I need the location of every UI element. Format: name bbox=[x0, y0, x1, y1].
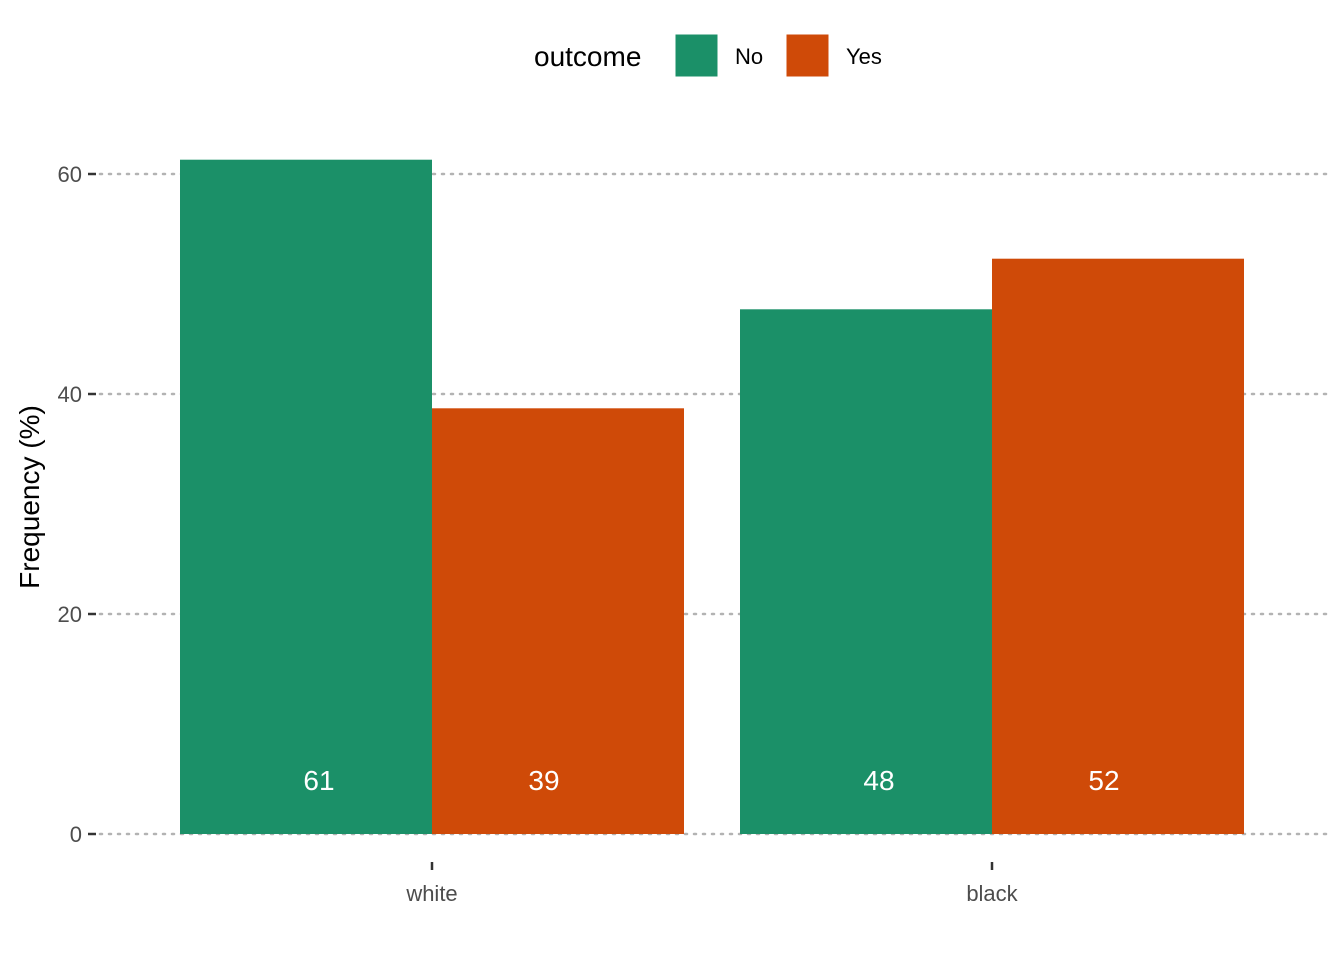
bar-black-no bbox=[740, 309, 992, 834]
legend-label: Yes bbox=[846, 44, 882, 69]
x-tick-label: white bbox=[405, 881, 457, 906]
x-tick-label: black bbox=[966, 881, 1018, 906]
y-tick-label: 0 bbox=[70, 822, 82, 847]
y-tick-label: 60 bbox=[58, 162, 82, 187]
y-tick-label: 40 bbox=[58, 382, 82, 407]
data-label: 39 bbox=[528, 765, 559, 796]
legend-key-yes bbox=[785, 33, 830, 78]
legend-label: No bbox=[735, 44, 763, 69]
data-label: 61 bbox=[303, 765, 334, 796]
x-axis: white black bbox=[405, 862, 1019, 906]
legend-title: outcome bbox=[534, 41, 641, 72]
bar-white-yes bbox=[432, 408, 684, 834]
gridlines bbox=[98, 172, 1330, 836]
bar-black-yes bbox=[992, 258, 1244, 834]
legend: outcome No Yes bbox=[534, 33, 882, 78]
bar-white-no bbox=[180, 159, 432, 834]
y-axis-title: Frequency (%) bbox=[14, 405, 45, 589]
legend-key-no bbox=[674, 33, 719, 78]
y-tick-label: 20 bbox=[58, 602, 82, 627]
data-label: 52 bbox=[1088, 765, 1119, 796]
bars: 61 39 48 52 bbox=[180, 159, 1244, 834]
y-axis: 0 20 40 60 bbox=[58, 162, 96, 847]
data-label: 48 bbox=[863, 765, 894, 796]
